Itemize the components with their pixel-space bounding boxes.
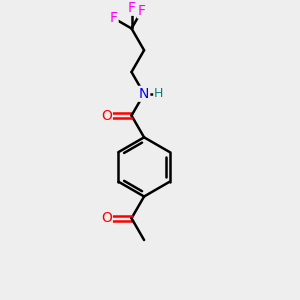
Text: F: F (138, 4, 146, 17)
Text: F: F (128, 1, 136, 15)
Text: O: O (101, 211, 112, 225)
Text: O: O (101, 109, 112, 123)
Text: H: H (154, 87, 164, 100)
Text: F: F (110, 11, 118, 25)
Text: N: N (139, 87, 149, 101)
